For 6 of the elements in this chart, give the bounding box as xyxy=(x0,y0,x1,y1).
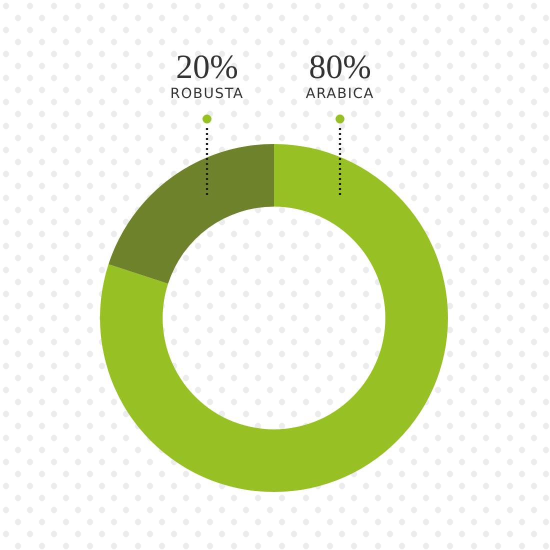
slice-label: ROBUSTA xyxy=(170,86,244,102)
slice-label: ARABICA xyxy=(306,86,374,102)
donut-slice xyxy=(100,144,448,492)
data-label: 80% xyxy=(308,49,372,86)
donut-slice xyxy=(108,144,274,284)
data-label: 20% xyxy=(176,49,238,86)
